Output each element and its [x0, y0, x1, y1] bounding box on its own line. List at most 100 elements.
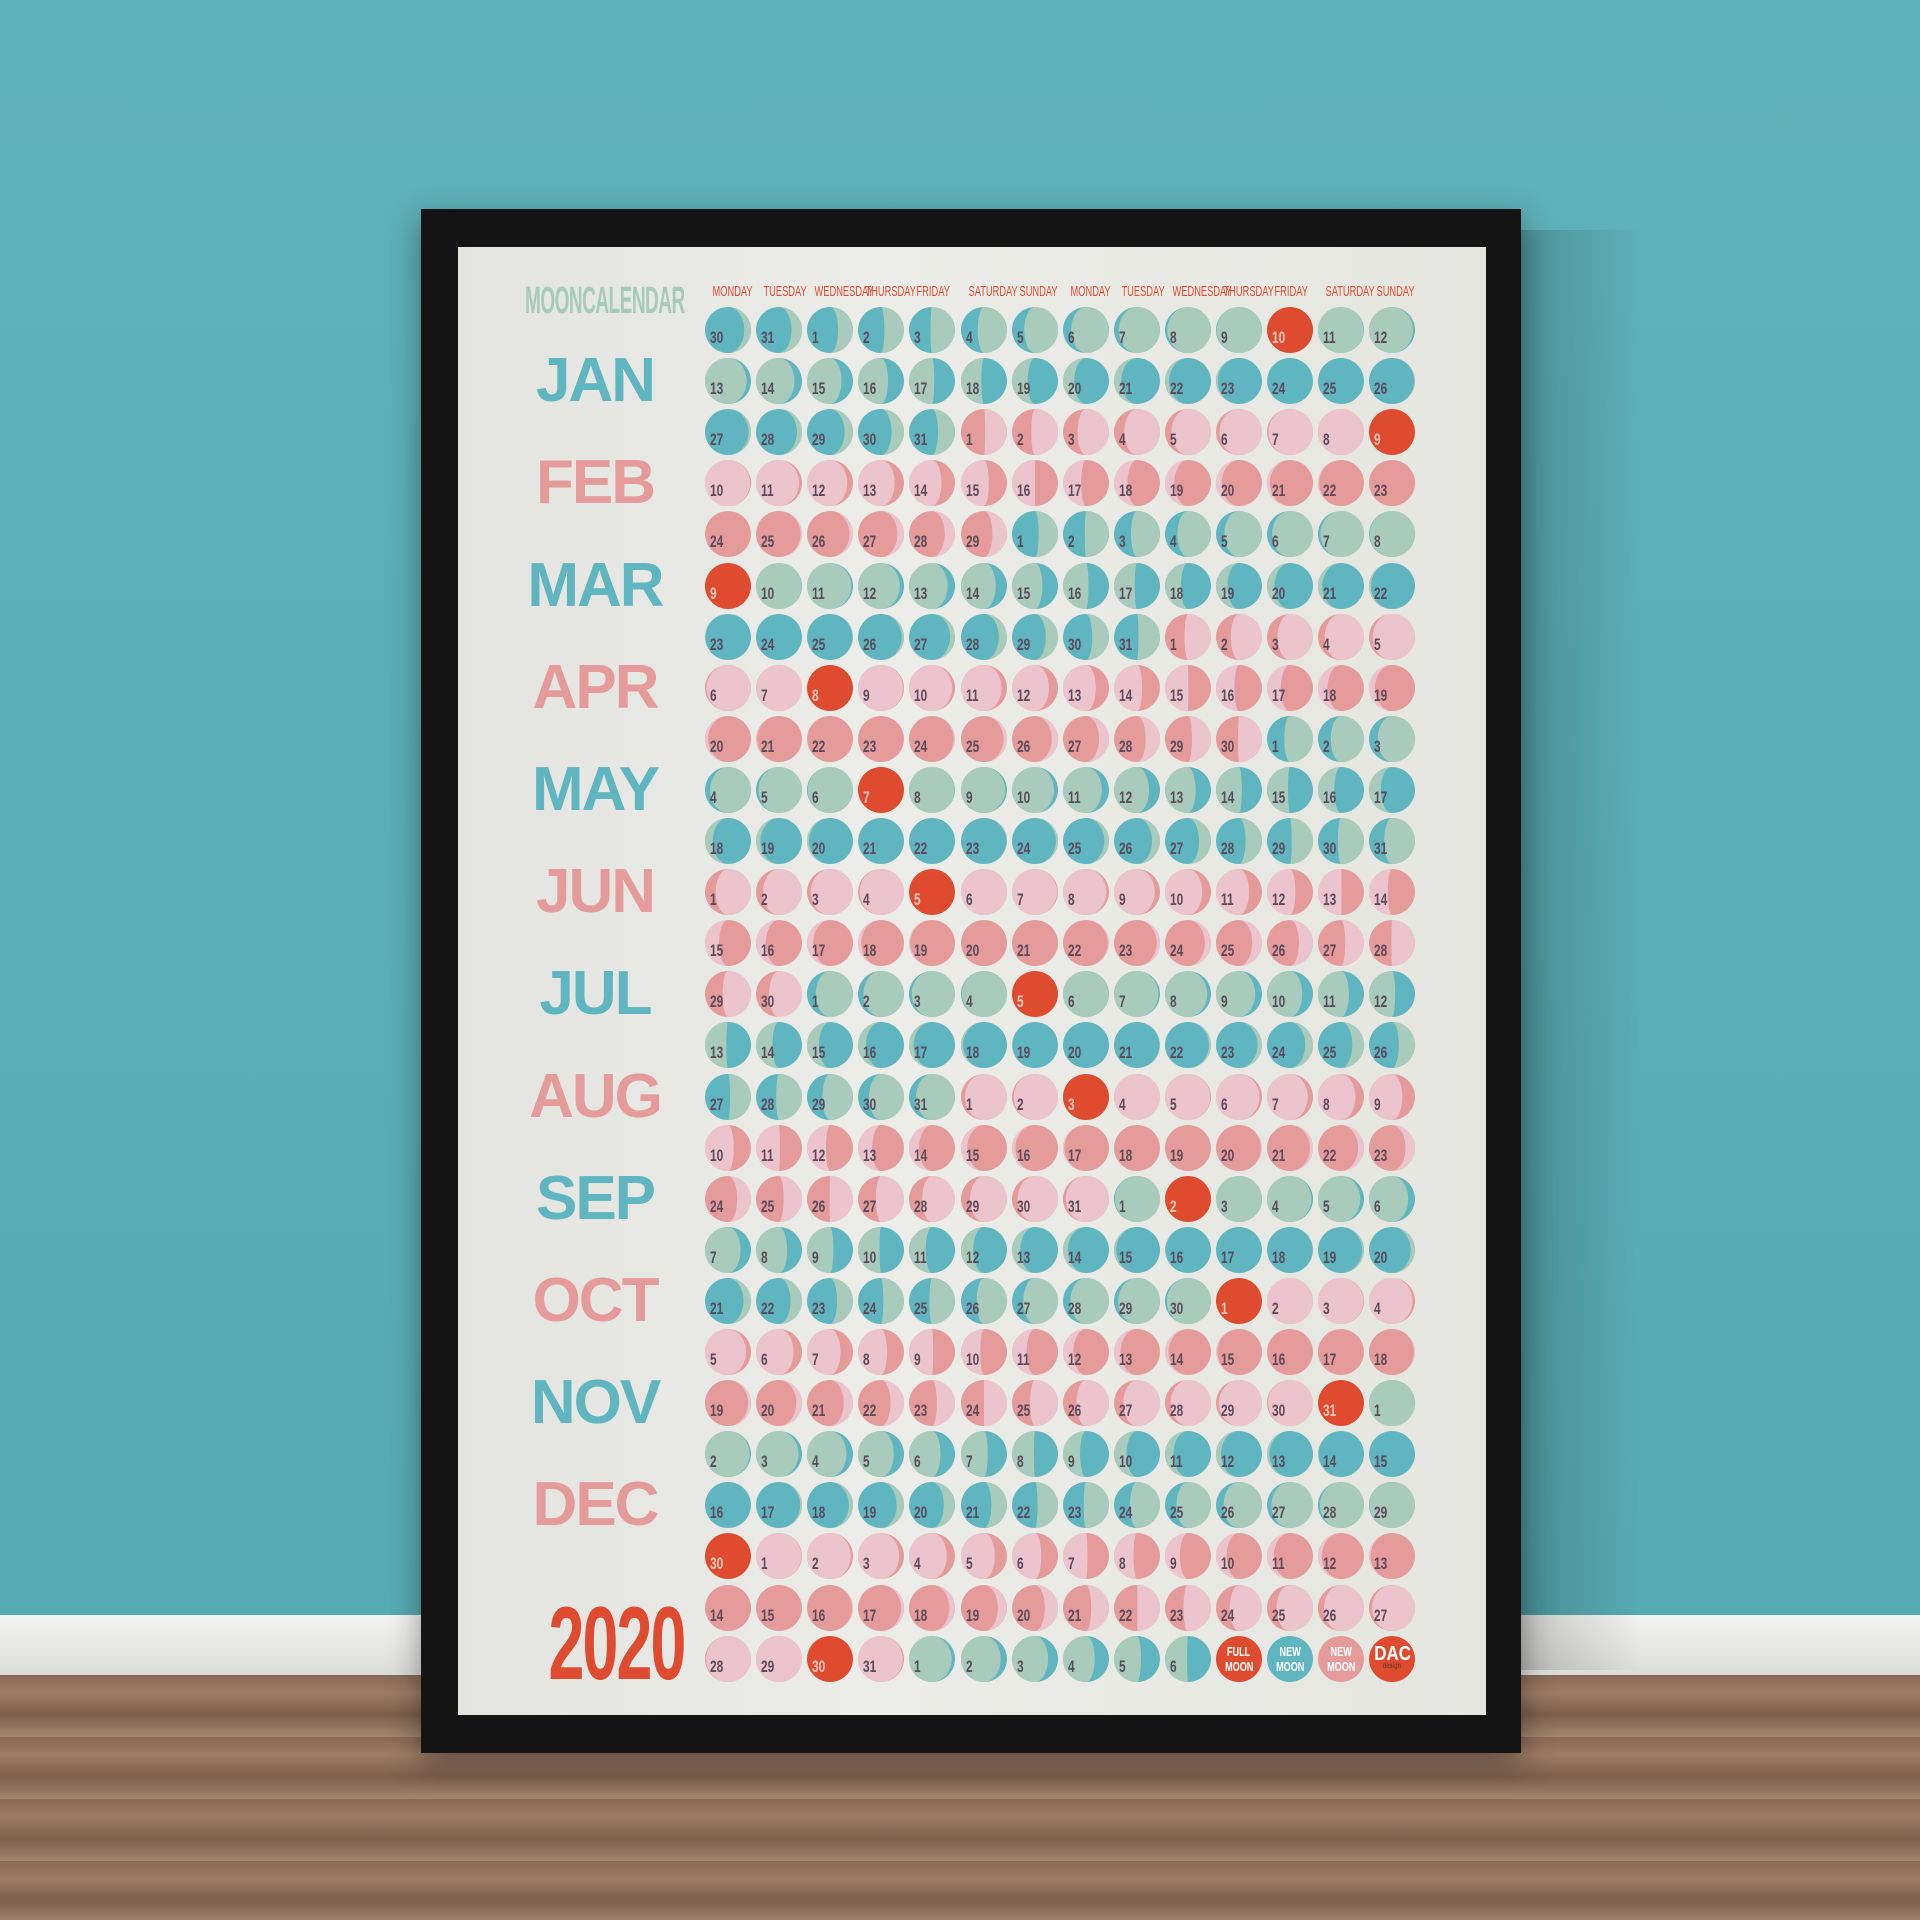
day-number: 26 [812, 1196, 826, 1216]
moon-phase-icon [858, 460, 905, 507]
moon-phase-icon [1216, 1022, 1262, 1069]
moon-day: 6 [1266, 510, 1314, 558]
moon-phase-icon [1216, 1073, 1262, 1120]
moon-day: 7 [1266, 408, 1314, 456]
moon-phase-icon [1216, 715, 1262, 762]
day-number: 23 [965, 839, 979, 858]
moon-day: 3 [857, 1532, 905, 1580]
moon-day: 13 [857, 1124, 905, 1172]
moon-phase-icon [960, 664, 1007, 711]
moon-phase-icon [1011, 715, 1058, 762]
day-number: 15 [1118, 1247, 1133, 1267]
moon-day: 28 [960, 613, 1008, 661]
moon-day: 1 [960, 408, 1008, 456]
moon-phase-icon [1318, 1022, 1365, 1069]
moon-phase-icon [909, 920, 956, 967]
day-number: 22 [761, 1298, 775, 1318]
day-number: 24 [1169, 941, 1184, 961]
moon-day: 28 [908, 510, 956, 558]
moon-day: 4 [857, 868, 905, 916]
moon-day: 31 [908, 1073, 956, 1121]
moon-phase-icon [1267, 971, 1314, 1018]
moon-phase-icon [1216, 869, 1262, 916]
moon-phase-icon [1216, 613, 1262, 660]
moon-phase-icon [1369, 971, 1416, 1018]
moon-phase-icon [705, 409, 751, 456]
moon-phase-icon [1062, 562, 1109, 609]
weekday-header: FRIDAY [916, 283, 951, 300]
moon-day: 28 [1164, 1379, 1212, 1427]
moon-day: 26 [1317, 1584, 1365, 1632]
moon-day: 2 [704, 1430, 752, 1478]
moon-day: 6 [1062, 306, 1110, 354]
day-number: 20 [710, 736, 724, 756]
moon-phase-icon [1011, 1022, 1058, 1069]
moon-phase-icon [1113, 920, 1160, 967]
day-number: 4 [914, 1554, 922, 1574]
day-number: 10 [761, 583, 775, 603]
moon-day: 16 [1011, 1124, 1059, 1172]
moon-day: 30 [1266, 1379, 1314, 1427]
day-number: 28 [761, 1094, 775, 1114]
day-number: 13 [710, 1043, 724, 1063]
moon-day: 18 [960, 1021, 1008, 1069]
moon-phase-icon [1318, 766, 1365, 813]
day-number: 10 [1221, 1554, 1235, 1574]
day-number: 19 [1374, 685, 1388, 705]
moon-phase-icon [858, 562, 905, 609]
moon-day: 3 [1266, 613, 1314, 661]
day-number: 4 [1323, 634, 1330, 654]
moon-phase-icon [756, 1175, 803, 1222]
moon-day: 23 [857, 715, 905, 763]
moon-phase-icon [1318, 409, 1365, 456]
day-number: 17 [914, 379, 928, 399]
moon-day: 7 [1062, 1532, 1110, 1580]
day-number: 28 [914, 532, 928, 552]
moon-phase-icon [705, 971, 751, 1018]
moon-day: 18 [1266, 1226, 1314, 1274]
moon-phase-icon [960, 869, 1007, 916]
day-number: 1 [965, 1094, 973, 1114]
moon-phase-icon [1113, 766, 1160, 813]
day-number: 4 [1118, 1094, 1126, 1114]
day-number: 29 [710, 992, 724, 1012]
moon-day: 26 [1368, 1021, 1416, 1069]
day-number: 16 [761, 941, 775, 961]
moon-day: 7 [806, 1328, 854, 1376]
moon-day: 16 [857, 357, 905, 405]
day-number: 25 [965, 736, 979, 756]
moon-day: 22 [1011, 1481, 1059, 1529]
day-number: 16 [1016, 481, 1030, 501]
day-number: 13 [1272, 1452, 1286, 1472]
day-number: 24 [1272, 1043, 1286, 1063]
moon-day: 7 [1113, 306, 1161, 354]
moon-day: 7 [704, 1226, 752, 1274]
weekday-header: SUNDAY [1376, 283, 1415, 300]
day-number: 10 [1272, 328, 1286, 347]
moon-day: 25 [1164, 1481, 1212, 1529]
day-number: 12 [1374, 992, 1388, 1012]
day-number: 25 [1016, 1401, 1030, 1421]
moon-day: 17 [1062, 459, 1110, 507]
moon-day: 28 [1062, 1277, 1110, 1325]
moon-day: 27 [704, 1073, 752, 1121]
day-number: 5 [863, 1452, 870, 1472]
moon-phase-icon [1318, 1124, 1365, 1171]
moon-day: 4 [960, 970, 1008, 1018]
moon-phase-icon [807, 511, 854, 558]
day-number: 29 [1169, 736, 1184, 756]
moon-phase-icon [1369, 511, 1416, 558]
day-number: 18 [1323, 685, 1337, 705]
moon-day: 5 [960, 1532, 1008, 1580]
day-number: 18 [812, 1503, 826, 1523]
moon-day: 31 [755, 306, 803, 354]
day-number: 29 [812, 430, 826, 450]
moon-phase-icon [756, 511, 803, 558]
day-number: 24 [1016, 839, 1030, 858]
day-number: 24 [914, 736, 928, 756]
moon-phase-icon [1062, 307, 1109, 353]
full-moon-day: 3 [1062, 1073, 1110, 1121]
month-label: MAY [531, 754, 660, 824]
day-number: 11 [761, 1145, 774, 1165]
moon-day: 19 [1164, 1124, 1212, 1172]
